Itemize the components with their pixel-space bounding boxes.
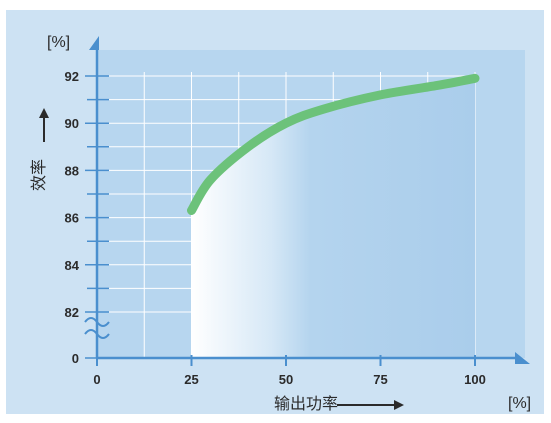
axes (85, 36, 530, 366)
axis-break-mark (84, 317, 110, 339)
x-axis-unit: [%] (508, 395, 531, 412)
y-tick-label-86: 86 (65, 211, 79, 226)
axis-break-wave-1 (84, 317, 110, 327)
y-tick-label-88: 88 (65, 163, 79, 178)
x-axis-arrow-icon (515, 352, 530, 364)
y-axis-title-group: 效率 (29, 108, 49, 191)
y-axis-title: 效率 (29, 159, 48, 191)
y-axis-arrow-icon (89, 36, 99, 50)
y-tick-label-0: 0 (72, 351, 79, 366)
efficiency-curve (187, 73, 480, 216)
x-tick-labels: 0 25 50 75 100 (93, 372, 485, 387)
x-tick-label-25: 25 (184, 372, 198, 387)
y-tick-labels: 0 82 84 86 88 90 92 (65, 69, 80, 366)
x-tick-label-0: 0 (93, 372, 100, 387)
y-tick-label-92: 92 (65, 69, 79, 84)
y-tick-label-82: 82 (65, 305, 79, 320)
x-tick-label-75: 75 (373, 372, 387, 387)
y-tick-label-84: 84 (65, 258, 80, 273)
y-axis-title-arrow-icon (39, 108, 49, 118)
x-axis-title-arrow-icon (394, 400, 404, 410)
y-tick-label-90: 90 (65, 116, 79, 131)
area-under-curve (191, 78, 475, 359)
x-tick-label-100: 100 (464, 372, 486, 387)
axis-break-wave-2 (84, 329, 110, 339)
x-axis-title-group: 输出功率 (274, 394, 404, 413)
x-tick-label-50: 50 (279, 372, 293, 387)
y-axis-unit: [%] (47, 34, 70, 51)
x-axis-title: 输出功率 (274, 394, 338, 413)
